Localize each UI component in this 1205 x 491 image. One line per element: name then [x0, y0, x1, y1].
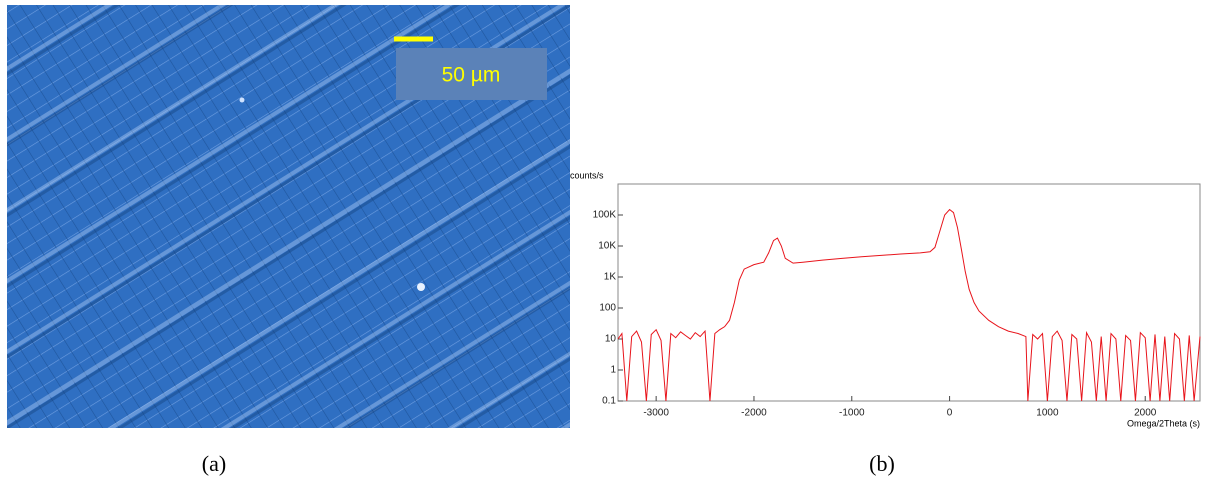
y-tick-label: 0.1: [602, 396, 616, 407]
y-tick-label: 100K: [593, 210, 617, 221]
scale-bar-label: 50 µm: [442, 64, 501, 87]
micrograph: 50 µm: [7, 5, 570, 428]
y-tick-label: 100: [599, 303, 616, 314]
y-axis-label: counts/s: [570, 170, 604, 180]
caption: (b): [869, 451, 895, 476]
y-tick-label: 1: [610, 365, 616, 376]
caption: (a): [202, 451, 226, 476]
data-line: [617, 208, 1201, 402]
x-tick-label: -2000: [741, 408, 767, 419]
x-tick-label: -3000: [643, 408, 669, 419]
y-tick-label: 10: [605, 334, 617, 345]
x-tick-label: 2000: [1134, 408, 1157, 419]
x-axis-label: Omega/2Theta (s): [1127, 418, 1200, 428]
scale-label-box: [396, 48, 547, 100]
particle: [239, 97, 245, 103]
plot-frame: [617, 183, 1201, 402]
x-tick-label: 1000: [1036, 408, 1059, 419]
x-tick-label: -1000: [839, 408, 865, 419]
y-tick-label: 1K: [604, 272, 617, 283]
y-tick-label: 10K: [598, 241, 616, 252]
particle: [417, 283, 425, 291]
x-tick-label: 0: [947, 408, 953, 419]
